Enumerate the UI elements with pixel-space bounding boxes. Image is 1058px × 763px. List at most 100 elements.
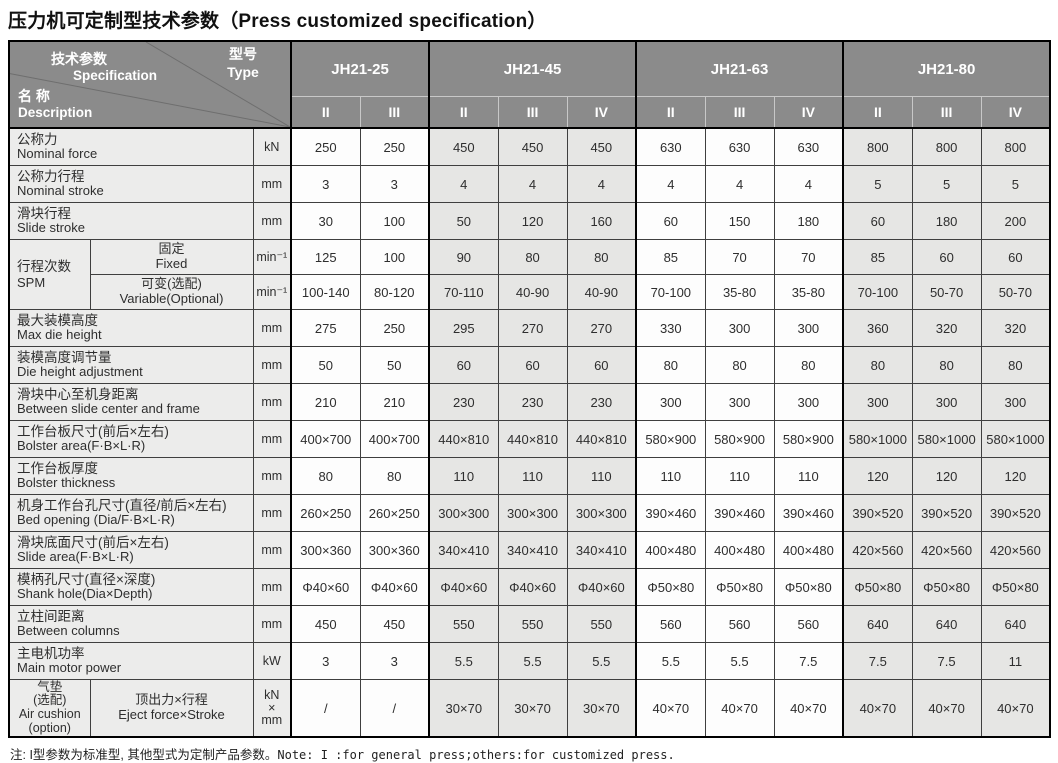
row-label-zh: 滑块底面尺寸(前后×左右) [17, 534, 169, 550]
value-cell: 120 [842, 457, 913, 495]
value-cell: 300×360 [290, 531, 361, 569]
value-cell: 125 [290, 239, 361, 275]
value-cell: 5 [911, 165, 982, 203]
row-label-en: Bolster area(F·B×L·R) [17, 438, 146, 454]
row-label-zh: 最大装模高度 [17, 312, 98, 328]
value-cell: 450 [566, 127, 637, 166]
row-label: 模柄孔尺寸(直径×深度) Shank hole(Dia×Depth) [8, 568, 254, 606]
value-cell: 450 [497, 127, 568, 166]
value-cell: 580×900 [635, 420, 706, 458]
row-label-line: (option) [28, 720, 71, 735]
value-cell: 300×300 [428, 494, 499, 532]
row-label-zh: 行程次数 [17, 258, 71, 274]
value-cell: 400×480 [635, 531, 706, 569]
value-cell: 11 [980, 642, 1052, 680]
row-label-zh: 公称力 [17, 131, 58, 147]
value-cell: 450 [359, 605, 430, 643]
value-cell: 40-90 [497, 274, 568, 310]
row-label: 工作台板厚度 Bolster thickness [8, 457, 254, 495]
value-cell: 40×70 [842, 679, 913, 738]
value-cell: 3 [290, 165, 361, 203]
unit-cell: mm [252, 494, 292, 532]
row-label-zh: 主电机功率 [17, 645, 85, 661]
unit-line: × [268, 700, 276, 715]
value-cell: 230 [497, 383, 568, 421]
value-cell: 340×410 [566, 531, 637, 569]
value-cell: 800 [980, 127, 1052, 166]
value-cell: Φ50×80 [704, 568, 775, 606]
row-label-zh: 机身工作台孔尺寸(直径/前后×左右) [17, 497, 227, 513]
value-cell: 450 [428, 127, 499, 166]
table-row: 机身工作台孔尺寸(直径/前后×左右) Bed opening (Dia/F·B×L… [8, 494, 1052, 532]
value-cell: 50 [290, 346, 361, 384]
value-cell: 110 [497, 457, 568, 495]
type-header: II [635, 96, 706, 129]
table-row: 模柄孔尺寸(直径×深度) Shank hole(Dia×Depth) mm Φ40×6… [8, 568, 1052, 606]
value-cell: 420×560 [980, 531, 1052, 569]
unit-cell: kW [252, 642, 292, 680]
unit-cell: mm [252, 568, 292, 606]
value-cell: 230 [566, 383, 637, 421]
value-cell: 300 [773, 309, 844, 347]
row-label-zh: 装模高度调节量 [17, 349, 112, 365]
value-cell: 580×1000 [842, 420, 913, 458]
value-cell: 270 [566, 309, 637, 347]
row-label-zh: 滑块中心至机身距离 [17, 386, 139, 402]
value-cell: 3 [290, 642, 361, 680]
unit-cell: mm [252, 531, 292, 569]
value-cell: 260×250 [290, 494, 361, 532]
value-cell: 200 [980, 202, 1052, 240]
value-cell: 270 [497, 309, 568, 347]
corner-name-label: 名 称 Description [18, 88, 92, 121]
value-cell: 7.5 [773, 642, 844, 680]
value-cell: 110 [566, 457, 637, 495]
row-label-zh: 工作台板厚度 [17, 460, 98, 476]
value-cell: 70 [773, 239, 844, 275]
value-cell: 300×360 [359, 531, 430, 569]
row-label-line: (选配) [33, 693, 67, 708]
value-cell: 5.5 [566, 642, 637, 680]
table-row: 装模高度调节量 Die height adjustment mm 50 50 60 60 60… [8, 346, 1052, 384]
value-cell: 440×810 [497, 420, 568, 458]
table-row: 滑块行程 Slide stroke mm 30 100 50 120 160 60 150 180 6… [8, 202, 1052, 240]
unit-cell: mm [252, 383, 292, 421]
type-header: IV [773, 96, 844, 129]
value-cell: 30×70 [566, 679, 637, 738]
row-label: 滑块底面尺寸(前后×左右) Slide area(F·B×L·R) [8, 531, 254, 569]
row-label: 装模高度调节量 Die height adjustment [8, 346, 254, 384]
value-cell: 120 [497, 202, 568, 240]
value-cell: 80 [635, 346, 706, 384]
value-cell: 550 [497, 605, 568, 643]
value-cell: 60 [497, 346, 568, 384]
value-cell: 4 [773, 165, 844, 203]
model-header-jh21-25: JH21-25 [290, 41, 430, 97]
value-cell: 80-120 [359, 274, 430, 310]
value-cell: 85 [635, 239, 706, 275]
value-cell: 420×560 [911, 531, 982, 569]
model-header-jh21-45: JH21-45 [428, 41, 637, 97]
footnote-en: Note: I :for general press;others:for cu… [277, 748, 675, 762]
value-cell: 300 [911, 383, 982, 421]
corner-type-label: 型号 Type [215, 46, 271, 81]
value-cell: 580×1000 [980, 420, 1052, 458]
value-cell: 560 [635, 605, 706, 643]
type-header: IV [980, 96, 1051, 129]
value-cell: 70-100 [635, 274, 706, 310]
value-cell: 60 [911, 239, 982, 275]
row-label: 立柱间距离 Between columns [8, 605, 254, 643]
row-label-line: 气垫 [37, 679, 63, 694]
value-cell: 5.5 [428, 642, 499, 680]
table-row: 滑块底面尺寸(前后×左右) Slide area(F·B×L·R) mm 300×36… [8, 531, 1052, 569]
value-cell: 110 [635, 457, 706, 495]
corner-type-zh: 型号 [229, 46, 257, 62]
value-cell: 90 [428, 239, 499, 275]
corner-spec-zh: 技术参数 [51, 51, 107, 67]
value-cell: 4 [704, 165, 775, 203]
value-cell: Φ50×80 [980, 568, 1052, 606]
row-label-en: Between slide center and frame [17, 401, 200, 417]
subrow-label-en: Variable(Optional) [119, 291, 224, 306]
row-label: 工作台板尺寸(前后×左右) Bolster area(F·B×L·R) [8, 420, 254, 458]
value-cell: 80 [290, 457, 361, 495]
value-cell: 4 [635, 165, 706, 203]
